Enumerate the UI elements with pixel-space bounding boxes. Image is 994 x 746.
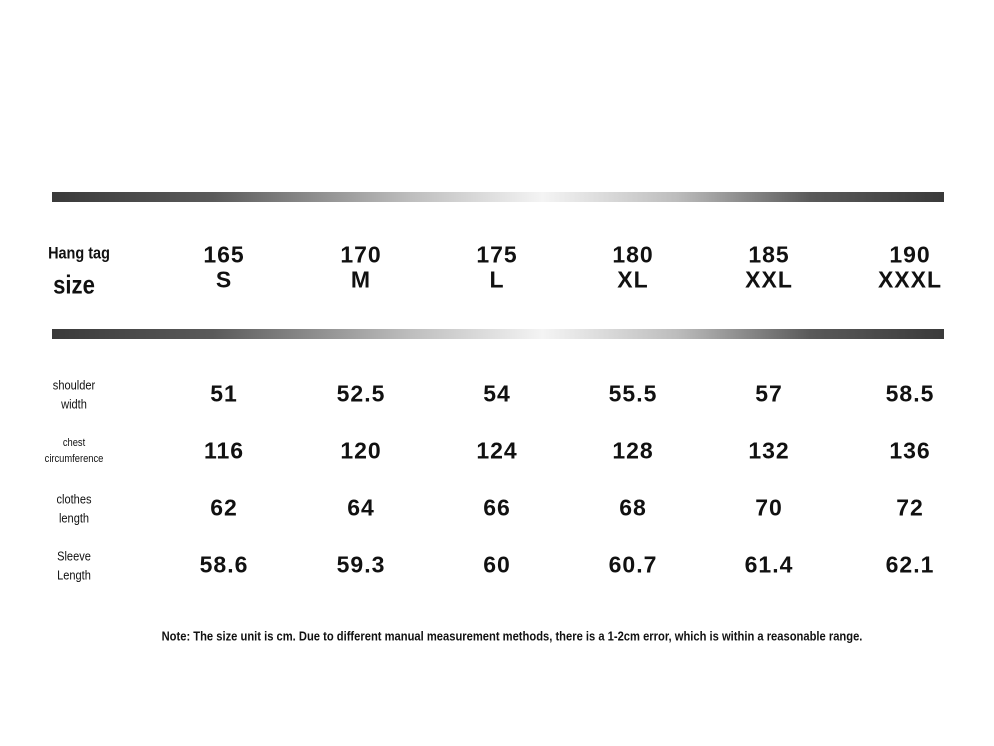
column-height: 190	[889, 241, 931, 268]
row-label: circumference	[44, 453, 104, 465]
row-label: length	[58, 510, 90, 525]
row-label: chest	[62, 437, 86, 449]
cell-value: 62.1	[885, 551, 935, 578]
cell-value: 68	[619, 494, 647, 521]
divider	[52, 192, 944, 202]
column-size: XL	[617, 266, 649, 293]
cell-value: 62	[210, 494, 238, 521]
column-size: M	[350, 266, 372, 293]
row-label: Sleeve	[57, 548, 91, 563]
note: Note: The size unit is cm. Due to differ…	[161, 628, 863, 644]
column-height: 175	[476, 241, 518, 268]
column-height: 180	[612, 241, 654, 268]
cell-value: 55.5	[608, 380, 658, 407]
cell-value: 70	[755, 494, 783, 521]
column-height: 170	[340, 241, 382, 268]
column-size: XXXL	[877, 266, 943, 293]
row-label: clothes	[56, 491, 92, 506]
header-label: size	[53, 269, 95, 300]
cell-value: 136	[889, 437, 931, 464]
column-size: S	[215, 266, 233, 293]
column-size: L	[489, 266, 505, 293]
cell-value: 52.5	[336, 380, 386, 407]
cell-value: 59.3	[336, 551, 386, 578]
row-label: Length	[57, 567, 91, 582]
cell-value: 58.5	[885, 380, 935, 407]
cell-value: 116	[203, 437, 245, 464]
cell-value: 124	[476, 437, 518, 464]
column-height: 185	[748, 241, 790, 268]
row-label: shoulder	[52, 377, 96, 392]
cell-value: 60	[483, 551, 511, 578]
cell-value: 132	[748, 437, 790, 464]
cell-value: 128	[612, 437, 654, 464]
cell-value: 120	[340, 437, 382, 464]
column-height: 165	[203, 241, 245, 268]
row-label: width	[61, 396, 87, 411]
cell-value: 57	[755, 380, 783, 407]
cell-value: 66	[483, 494, 511, 521]
cell-value: 60.7	[608, 551, 658, 578]
cell-value: 64	[347, 494, 375, 521]
cell-value: 72	[896, 494, 924, 521]
cell-value: 61.4	[744, 551, 794, 578]
divider	[52, 329, 944, 339]
cell-value: 51	[210, 380, 238, 407]
cell-value: 58.6	[199, 551, 249, 578]
cell-value: 54	[483, 380, 511, 407]
header-label: Hang tag	[48, 243, 110, 263]
column-size: XXL	[745, 266, 793, 293]
